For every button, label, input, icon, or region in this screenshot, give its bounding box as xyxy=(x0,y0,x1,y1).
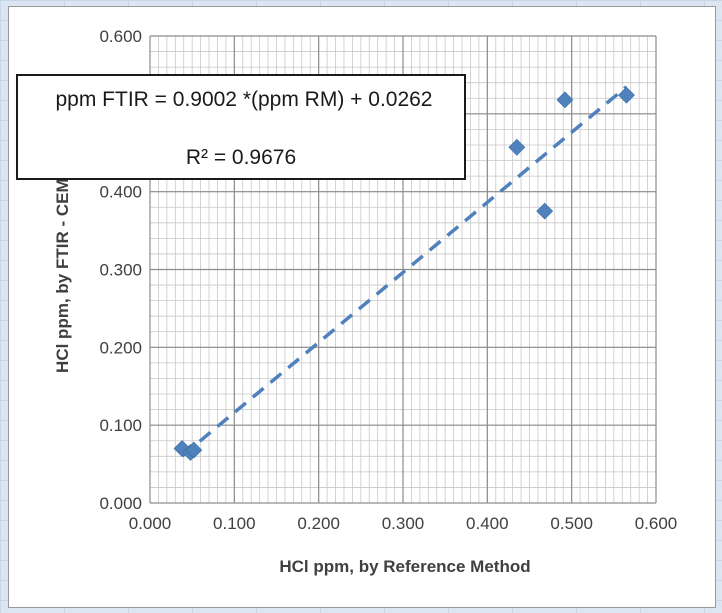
x-axis-title: HCl ppm, by Reference Method xyxy=(279,557,530,576)
data-point[interactable] xyxy=(536,202,554,220)
trendline-equation-box[interactable]: ppm FTIR = 0.9002 *(ppm RM) + 0.0262 R² … xyxy=(16,74,466,180)
x-tick-label: 0.300 xyxy=(382,514,425,533)
x-tick-label: 0.400 xyxy=(466,514,509,533)
y-axis-title: HCl ppm, by FTIR - CEMS xyxy=(53,167,72,373)
r-squared-label: R² = 0.9676 xyxy=(185,146,297,169)
x-tick-label: 0.100 xyxy=(213,514,256,533)
y-tick-label: 0.300 xyxy=(99,261,142,280)
x-tick-label: 0.000 xyxy=(129,514,172,533)
data-point[interactable] xyxy=(618,86,635,104)
y-tick-label: 0.400 xyxy=(99,183,142,202)
y-tick-label: 0.600 xyxy=(99,27,142,46)
y-tick-label: 0.000 xyxy=(99,494,142,513)
data-point[interactable] xyxy=(556,91,574,109)
x-tick-labels: 0.000 0.100 0.200 0.300 0.400 0.500 0.600 xyxy=(129,514,678,533)
equation-label: ppm FTIR = 0.9002 *(ppm RM) + 0.0262 xyxy=(55,88,433,111)
data-point[interactable] xyxy=(185,441,203,459)
data-point[interactable] xyxy=(508,138,526,156)
x-tick-label: 0.500 xyxy=(550,514,593,533)
x-tick-label: 0.600 xyxy=(635,514,678,533)
data-points xyxy=(173,86,635,461)
trendline[interactable] xyxy=(180,85,628,458)
x-tick-label: 0.200 xyxy=(297,514,340,533)
y-tick-label: 0.100 xyxy=(99,416,142,435)
y-tick-label: 0.200 xyxy=(99,338,142,357)
